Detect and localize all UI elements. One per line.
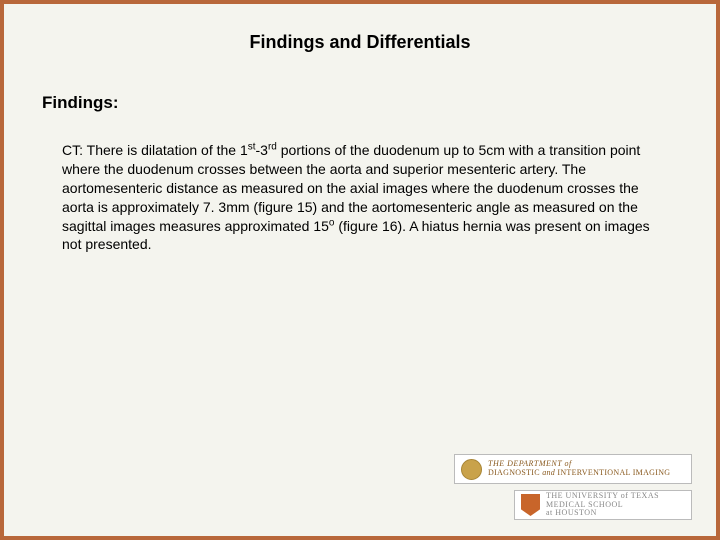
- dept-line2: DIAGNOSTIC and INTERVENTIONAL IMAGING: [488, 469, 670, 478]
- ut-logo-text: THE UNIVERSITY of TEXAS MEDICAL SCHOOL a…: [546, 492, 659, 518]
- slide-title: Findings and Differentials: [34, 32, 686, 53]
- dept-line2b: and: [540, 468, 558, 477]
- dept-logo: THE DEPARTMENT of DIAGNOSTIC and INTERVE…: [454, 454, 692, 484]
- ut-logo: THE UNIVERSITY of TEXAS MEDICAL SCHOOL a…: [514, 490, 692, 520]
- sup-st: st: [248, 141, 256, 152]
- body-prefix: CT: There is dilatation of the 1: [62, 142, 248, 158]
- logo-area: THE DEPARTMENT of DIAGNOSTIC and INTERVE…: [454, 454, 692, 520]
- slide-container: Findings and Differentials Findings: CT:…: [0, 0, 720, 540]
- dept-seal-icon: [461, 459, 482, 480]
- findings-label: Findings:: [42, 93, 686, 113]
- dept-logo-text: THE DEPARTMENT of DIAGNOSTIC and INTERVE…: [488, 460, 670, 478]
- dept-line2a: DIAGNOSTIC: [488, 468, 540, 477]
- sup-rd: rd: [268, 141, 277, 152]
- dept-line2c: INTERVENTIONAL IMAGING: [557, 468, 670, 477]
- findings-body: CT: There is dilatation of the 1st-3rd p…: [62, 141, 666, 254]
- body-mid1: -3: [256, 142, 268, 158]
- ut-line3: at HOUSTON: [546, 509, 659, 518]
- ut-shield-icon: [521, 494, 540, 516]
